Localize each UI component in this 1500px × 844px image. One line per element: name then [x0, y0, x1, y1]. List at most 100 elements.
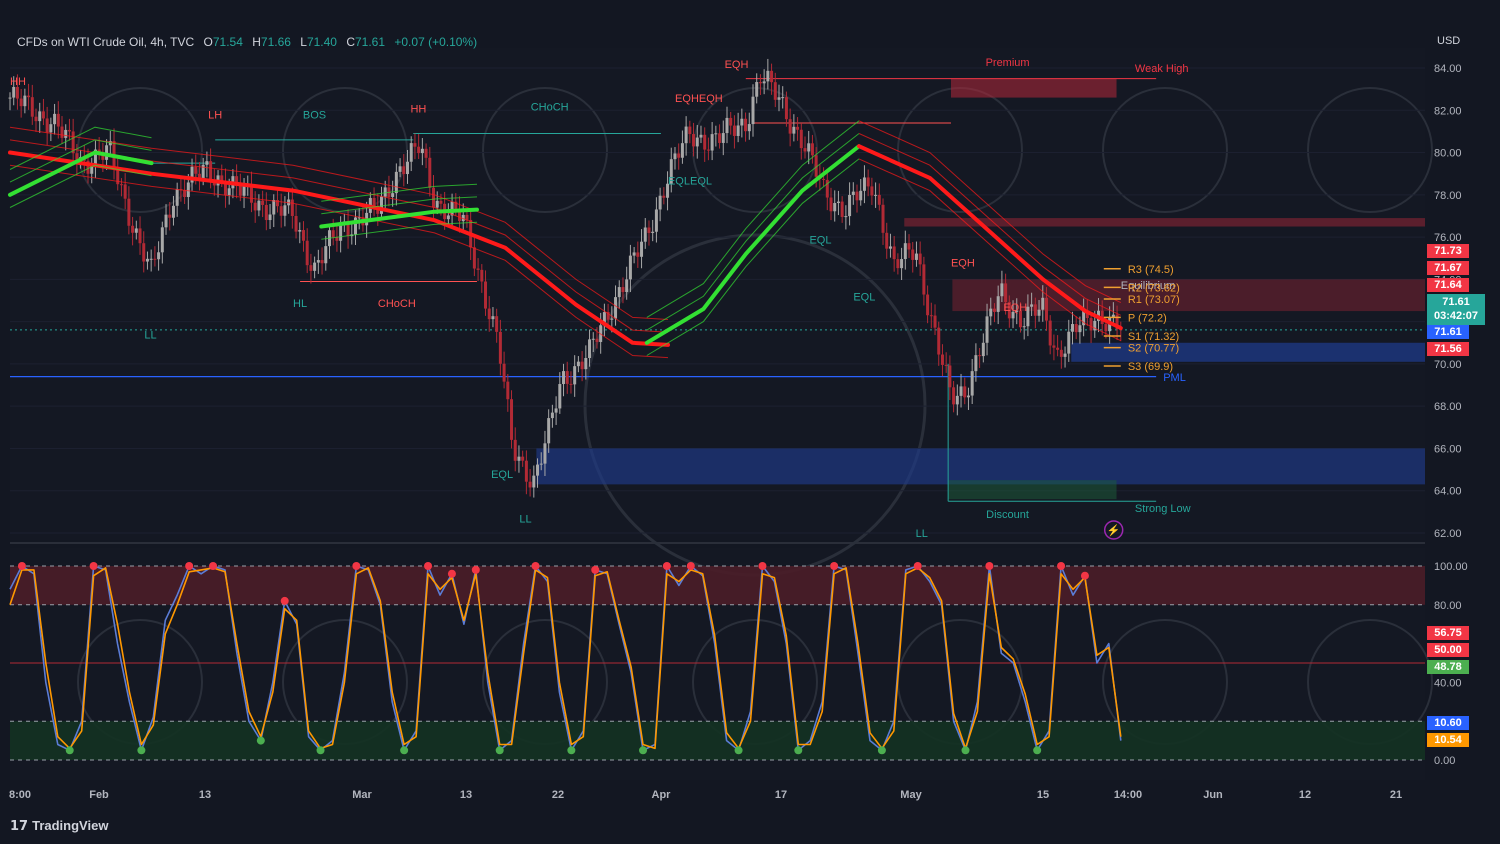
structure-label: LL: [916, 528, 928, 540]
candle-body: [703, 134, 707, 150]
candle-body: [353, 217, 357, 235]
candle-body: [621, 287, 625, 293]
candle-body: [183, 190, 187, 198]
candle-body: [636, 252, 640, 257]
candle-body: [1056, 347, 1060, 350]
structure-label: CHoCH: [531, 101, 569, 113]
candle-body: [402, 166, 406, 175]
candle-body: [948, 365, 952, 388]
candle-body: [859, 190, 863, 201]
osc-tick-label: 40.00: [1434, 677, 1462, 689]
moving-average-line: [319, 207, 479, 229]
oscillator-badge: 56.75: [1427, 626, 1469, 640]
candle-body: [487, 308, 491, 320]
candle-body: [186, 182, 190, 198]
y-tick-label: 82.00: [1434, 105, 1462, 117]
candle-body: [524, 460, 528, 482]
currency-label[interactable]: USD: [1437, 35, 1461, 47]
candle-body: [751, 96, 755, 125]
sell-signal-dot: [591, 565, 600, 574]
candle-body: [680, 143, 684, 158]
structure-label: HH: [10, 76, 26, 88]
candle-body: [1004, 283, 1008, 303]
pivot-label: R2 (73.62): [1128, 282, 1180, 294]
candle-body: [963, 386, 967, 398]
candle-body: [60, 126, 64, 138]
candle-body: [777, 97, 781, 100]
candle-body: [933, 315, 937, 328]
candle-body: [922, 264, 926, 295]
candle-body: [610, 318, 614, 320]
candle-body: [658, 195, 662, 210]
osc-tick-label: 0.00: [1434, 755, 1455, 767]
x-tick-label: Mar: [352, 789, 372, 801]
candle-body: [313, 262, 317, 271]
candle-body: [747, 124, 751, 132]
tradingview-logo[interactable]: 17 TradingView: [10, 818, 108, 834]
candle-body: [836, 201, 840, 204]
price-badge: 71.67: [1427, 261, 1469, 275]
brand-label: TradingView: [32, 818, 109, 833]
candle-body: [796, 126, 800, 130]
candle-body: [394, 171, 398, 194]
oversold-band: [10, 721, 1425, 760]
candle-body: [721, 133, 725, 143]
buy-signal-dot: [137, 746, 146, 755]
candle-body: [309, 265, 313, 271]
candle-body: [517, 456, 521, 461]
pivot-label: P (72.2): [1128, 312, 1167, 324]
candle-body: [316, 260, 320, 263]
y-tick-label: 70.00: [1434, 359, 1462, 371]
candle-body: [840, 201, 844, 217]
price-badge: 71.73: [1427, 244, 1469, 258]
moving-average-ribbon: [646, 133, 860, 331]
candle-body: [372, 197, 376, 207]
candle-body: [732, 125, 736, 136]
candle-body: [93, 149, 97, 166]
candle-body: [261, 200, 265, 205]
structure-label: HL: [293, 298, 307, 310]
candle-body: [168, 214, 172, 218]
candle-body: [112, 141, 116, 167]
candle-body: [781, 97, 785, 99]
osc-tick-label: 100.00: [1434, 561, 1468, 573]
candle-body: [888, 246, 892, 249]
candle-body: [268, 214, 272, 221]
structure-label: LL: [144, 330, 156, 342]
candle-body: [970, 371, 974, 396]
x-tick-label: 22: [552, 789, 564, 801]
candle-body: [992, 308, 996, 312]
pivot-label: S3 (69.9): [1128, 361, 1173, 373]
high-label: H: [252, 35, 261, 49]
candle-body: [914, 253, 918, 260]
watermark-seal: [1307, 87, 1433, 213]
price-badge: 71.64: [1427, 278, 1469, 292]
candle-body: [1063, 353, 1067, 357]
symbol-title[interactable]: CFDs on WTI Crude Oil, 4h, TVC: [17, 35, 195, 49]
candle-body: [762, 81, 766, 84]
candle-body: [45, 118, 49, 133]
buy-signal-dot: [794, 746, 803, 755]
candle-body: [461, 214, 465, 222]
candle-body: [12, 86, 16, 98]
candle-body: [472, 247, 476, 269]
demand-zone-upper: [1071, 342, 1425, 362]
candle-body: [413, 143, 417, 147]
structure-label: EQH: [1003, 302, 1027, 314]
candle-body: [926, 294, 930, 316]
candle-body: [101, 154, 105, 160]
sell-signal-dot: [686, 562, 695, 570]
candle-body: [379, 196, 383, 214]
moving-average-line: [8, 150, 154, 197]
candle-body: [294, 215, 298, 232]
candle-body: [398, 166, 402, 172]
candle-body: [989, 308, 993, 317]
candle-body: [539, 463, 543, 465]
moving-average-ribbon: [646, 158, 860, 356]
candle-body: [197, 173, 201, 179]
oscillator-badge: 10.54: [1427, 733, 1469, 747]
candle-body: [220, 175, 224, 182]
pivot-label: R3 (74.5): [1128, 264, 1174, 276]
candle-body: [171, 205, 175, 218]
